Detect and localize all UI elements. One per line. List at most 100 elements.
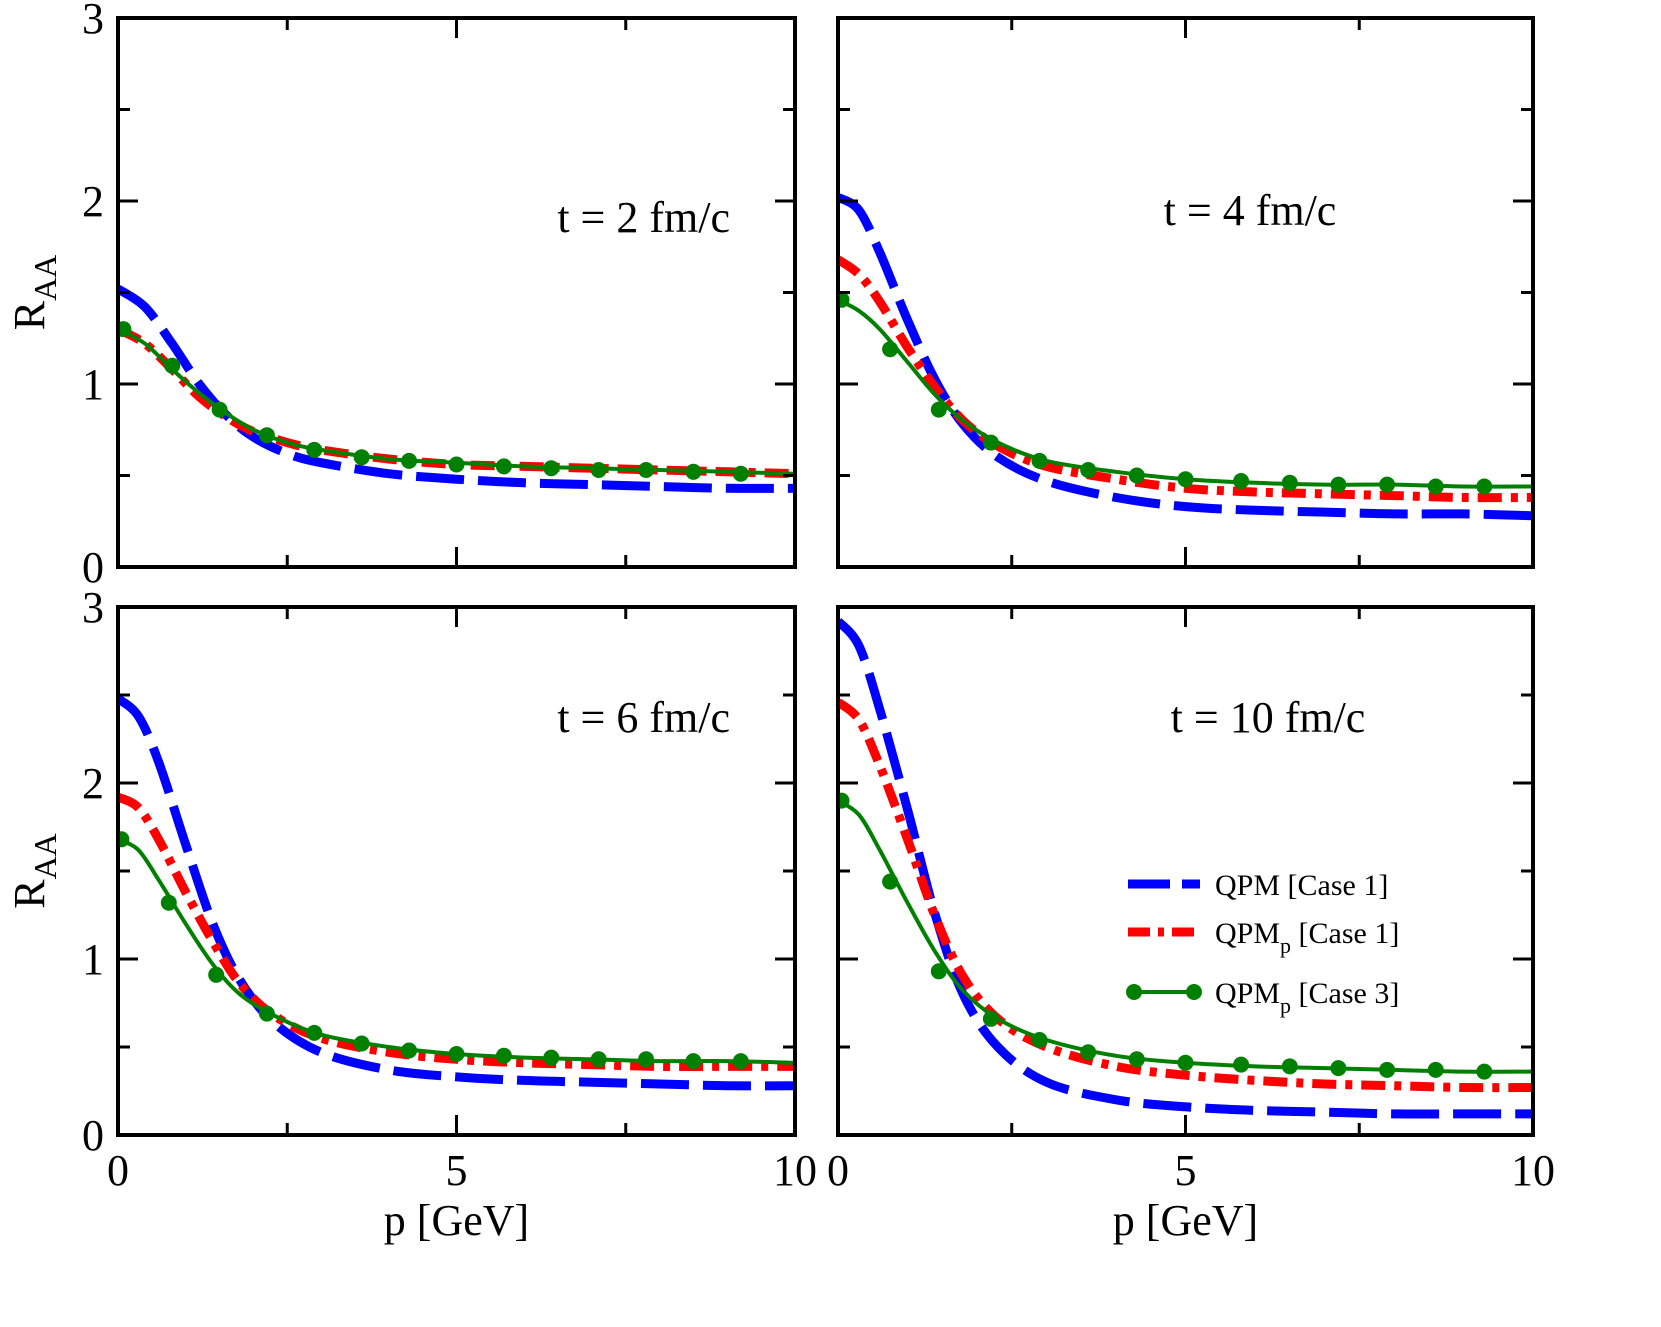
marker-point [882,873,899,890]
legend-marker-qpmp-case3-right [1186,984,1202,1000]
series-line-qpmp-case-1- [838,255,1533,503]
x-tick-label: 5 [1175,1146,1197,1195]
panel-bottom-right: 0 5 10 p [GeV] t = 10 fm/c [827,605,1555,1245]
marker-point [638,1051,655,1068]
series-line-qpmp-case-1- [118,325,795,479]
marker-point [495,458,512,475]
series-line-qpm-case-1- [118,284,795,493]
marker-point [930,401,947,418]
marker-point [1379,1061,1396,1078]
y-tick-label: 3 [82,0,104,43]
y-axis-title: RAA [5,255,63,331]
marker-point [448,1046,465,1062]
marker-point [1177,1054,1194,1071]
y-tick-label: 3 [82,583,104,632]
marker-point [685,463,702,480]
panel-top-right: t = 4 fm/c [836,16,1535,569]
marker-point [1427,1061,1444,1078]
panel-annotation: t = 6 fm/c [557,693,730,742]
marker-point [1177,471,1194,488]
marker-point [1080,1044,1097,1061]
marker-point [258,1005,275,1022]
marker-point [448,456,465,473]
marker-point [353,1035,370,1052]
marker-point [930,963,947,980]
marker-point [838,792,850,809]
marker-point [543,460,560,477]
y-axis-title: RAA [5,833,63,909]
series-line-qpmp-case-3- [118,327,795,476]
marker-point [160,894,177,911]
marker-point [638,462,655,478]
marker-point [118,831,130,848]
marker-point [211,401,228,418]
x-tick-label: 10 [1511,1146,1555,1195]
ticks [836,605,1535,1137]
marker-point [401,1042,418,1059]
marker-point [1476,1063,1493,1080]
marker-point [306,1024,323,1041]
x-axis-title: p [GeV] [384,1196,529,1245]
panel-annotation: t = 10 fm/c [1171,693,1366,742]
series-group [118,284,795,493]
marker-point [590,462,607,478]
series-group [838,193,1533,521]
marker-point [1330,1060,1347,1077]
marker-point [543,1049,560,1066]
marker-point [685,1053,702,1070]
y-tick-label: 1 [82,935,104,984]
marker-point [353,449,370,466]
marker-point [590,1051,607,1068]
marker-point [208,966,225,983]
marker-point [1080,462,1097,478]
marker-point [1128,467,1145,484]
marker-point [732,1053,749,1070]
marker-point [1031,1032,1048,1048]
series-line-qpm-case-1- [838,193,1533,521]
marker-point [982,1010,999,1027]
marker-point [1476,478,1493,495]
legend-label-qpmp-case1: QPMp [Case 1] [1215,917,1399,958]
marker-point [1281,1058,1298,1075]
y-tick-label: 0 [82,1111,104,1160]
y-tick-label: 2 [82,177,104,226]
ticks [116,605,797,1137]
marker-point [306,441,323,458]
marker-point [495,1047,512,1064]
x-tick-label: 0 [827,1146,849,1195]
series-line-qpm-case-1- [118,694,795,1091]
x-axis-title: p [GeV] [1113,1196,1258,1245]
y-tick-label: 0 [82,543,104,592]
marker-point [1330,476,1347,493]
ticks [836,16,1535,569]
legend-marker-qpmp-case3-left [1126,984,1142,1000]
series-group [118,694,795,1091]
marker-point [164,357,181,374]
marker-point [1427,478,1444,495]
marker-point [982,434,999,451]
marker-point [118,321,132,338]
y-tick-label: 2 [82,759,104,808]
legend-label-qpmp-case3: QPMp [Case 3] [1215,977,1399,1018]
series-group [838,617,1533,1119]
marker-point [401,452,418,469]
x-tick-label: 10 [773,1146,817,1195]
series-line-qpm-case-1- [838,617,1533,1119]
marker-point [1281,474,1298,491]
panel-annotation: t = 4 fm/c [1164,186,1337,235]
marker-point [1031,452,1048,469]
x-tick-label: 0 [107,1146,129,1195]
legend: QPM [Case 1] QPMp [Case 1] QPMp [Case 3] [1126,869,1399,1018]
marker-point [838,291,850,308]
marker-point [1379,476,1396,493]
marker-point [882,341,899,358]
panel-top-left: 0 1 2 3 RAA t = 2 fm/c [5,0,797,592]
marker-point [258,427,275,444]
panel-annotation: t = 2 fm/c [557,193,730,242]
marker-point [1233,473,1250,489]
ticks [116,16,797,569]
marker-point [732,465,749,482]
legend-label-qpm-case1: QPM [Case 1] [1215,869,1388,902]
panel-bottom-left: 0 1 2 3 0 5 10 p [GeV] RAA t = 6 fm/c [5,583,817,1245]
